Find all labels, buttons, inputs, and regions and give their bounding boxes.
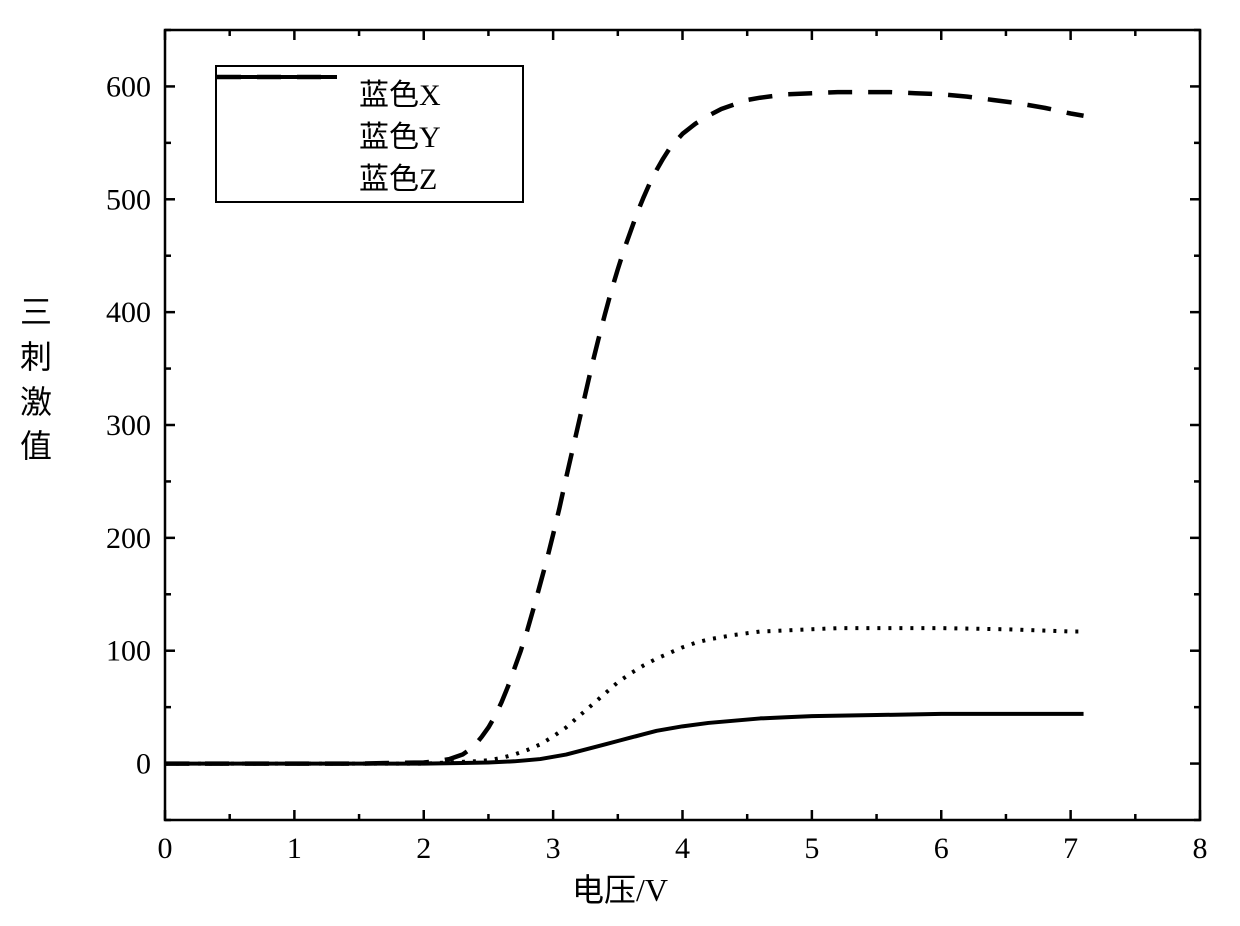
legend-label: 蓝色X: [359, 70, 441, 114]
x-axis-label: 电压/V: [0, 865, 1240, 911]
legend-label: 蓝色Y: [359, 112, 441, 156]
svg-text:6: 6: [934, 832, 949, 865]
svg-text:4: 4: [675, 832, 690, 865]
y-axis-label-text: 三刺激值: [20, 290, 52, 469]
legend-item: 蓝色Y: [217, 113, 522, 155]
y-axis-label: 三刺激值: [20, 290, 52, 469]
legend-swatch: [229, 119, 349, 149]
svg-text:200: 200: [106, 522, 151, 555]
svg-text:0: 0: [136, 748, 151, 781]
svg-text:8: 8: [1193, 832, 1208, 865]
svg-text:5: 5: [804, 832, 819, 865]
svg-text:300: 300: [106, 409, 151, 442]
svg-text:7: 7: [1063, 832, 1078, 865]
legend: 蓝色X蓝色Y蓝色Z: [215, 65, 524, 203]
svg-text:0: 0: [158, 832, 173, 865]
svg-text:3: 3: [546, 832, 561, 865]
svg-text:400: 400: [106, 296, 151, 329]
chart-svg: 0 1 2 3 4 5 6 7 8 0 100 200 300 400 500 600: [0, 0, 1240, 926]
legend-swatch: [229, 161, 349, 191]
chart-container: 0 1 2 3 4 5 6 7 8 0 100 200 300 400 500 600 三刺激值 电压/V 蓝…: [0, 0, 1240, 926]
legend-item: 蓝色Z: [217, 155, 522, 197]
svg-text:500: 500: [106, 183, 151, 216]
svg-text:600: 600: [106, 70, 151, 103]
svg-text:2: 2: [416, 832, 431, 865]
svg-text:1: 1: [287, 832, 302, 865]
svg-text:100: 100: [106, 635, 151, 668]
legend-label: 蓝色Z: [359, 154, 437, 198]
x-axis-label-text: 电压/V: [572, 872, 668, 908]
